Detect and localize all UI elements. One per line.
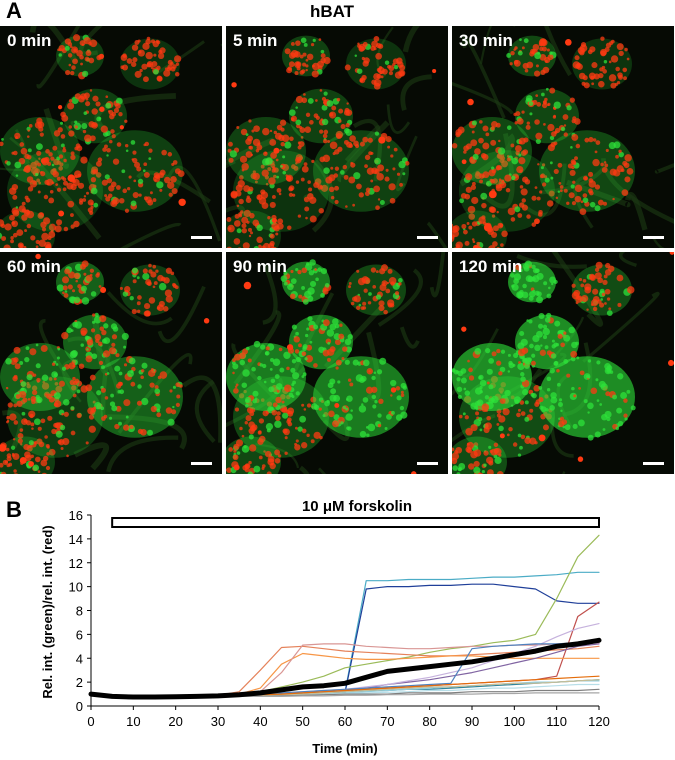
x-tick-label: 30 bbox=[211, 714, 225, 729]
scale-bar bbox=[191, 236, 212, 239]
micrograph-frame: 5 min bbox=[226, 26, 448, 248]
frame-label: 30 min bbox=[459, 31, 513, 50]
panel-b-letter: B bbox=[6, 497, 22, 522]
chart-title: 10 μM forskolin bbox=[302, 498, 412, 515]
scale-bar bbox=[417, 236, 438, 239]
micrograph-frame: 0 min bbox=[0, 26, 222, 248]
frame-label: 0 min bbox=[7, 31, 52, 50]
frame-label: 90 min bbox=[233, 257, 287, 276]
y-tick-label: 12 bbox=[69, 556, 83, 571]
plot-area: 0 2 4 6 8 10 12 14 16 0 10 20 30 40 50 60 70 80 90 100 110 12… bbox=[69, 508, 610, 729]
y-tick-label: 16 bbox=[69, 508, 83, 523]
x-tick-label: 90 bbox=[465, 714, 479, 729]
x-tick-label: 60 bbox=[338, 714, 352, 729]
scale-bar bbox=[191, 462, 212, 465]
frame-label: 5 min bbox=[233, 31, 278, 50]
scale-bar bbox=[643, 462, 664, 465]
y-tick-label: 2 bbox=[76, 675, 83, 690]
scale-bar bbox=[417, 462, 438, 465]
micrograph-frame: 90 min bbox=[226, 252, 448, 474]
y-tick-label: 6 bbox=[76, 627, 83, 642]
micrograph-frame: 120 min bbox=[452, 252, 674, 474]
panel-a-title: hBAT bbox=[310, 2, 355, 21]
micrograph-image bbox=[0, 252, 222, 474]
treatment-bar bbox=[111, 517, 601, 528]
y-tick-label: 0 bbox=[76, 699, 83, 714]
x-tick-label: 10 bbox=[126, 714, 140, 729]
y-tick-label: 10 bbox=[69, 580, 83, 595]
x-axis-label: Time (min) bbox=[312, 741, 378, 756]
x-tick-label: 20 bbox=[168, 714, 182, 729]
x-tick-label: 120 bbox=[588, 714, 610, 729]
x-tick-label: 40 bbox=[253, 714, 267, 729]
frame-label: 60 min bbox=[7, 257, 61, 276]
micrograph-image bbox=[0, 26, 222, 248]
y-axis-label: Rel. int. (green)/rel. int. (red) bbox=[40, 525, 55, 698]
x-tick-label: 50 bbox=[295, 714, 309, 729]
cell-trace bbox=[90, 583, 600, 697]
cell-trace bbox=[90, 571, 600, 697]
cell-trace bbox=[90, 534, 600, 697]
x-tick-label: 70 bbox=[380, 714, 394, 729]
micrograph-image bbox=[226, 252, 448, 474]
x-tick-label: 80 bbox=[422, 714, 436, 729]
micrograph-image bbox=[226, 26, 448, 248]
x-tick-label: 100 bbox=[503, 714, 525, 729]
y-tick-label: 8 bbox=[76, 604, 83, 619]
micrograph-image bbox=[452, 252, 674, 474]
x-tick-label: 0 bbox=[87, 714, 94, 729]
scale-bar bbox=[643, 236, 664, 239]
forskolin-ratio-chart: 10 μM forskolin 0 2 4 6 8 10 12 14 16 0 10 20 30 40 50… bbox=[40, 498, 610, 756]
y-tick-label: 4 bbox=[76, 651, 83, 666]
mean-trace bbox=[88, 637, 602, 700]
frame-label: 120 min bbox=[459, 257, 523, 276]
x-tick-label: 110 bbox=[546, 714, 567, 729]
micrograph-frame: 30 min bbox=[452, 26, 674, 248]
micrograph-image bbox=[452, 26, 674, 248]
micrograph-frame: 60 min bbox=[0, 252, 222, 474]
panel-a-letter: A bbox=[6, 0, 22, 23]
y-tick-label: 14 bbox=[69, 532, 83, 547]
